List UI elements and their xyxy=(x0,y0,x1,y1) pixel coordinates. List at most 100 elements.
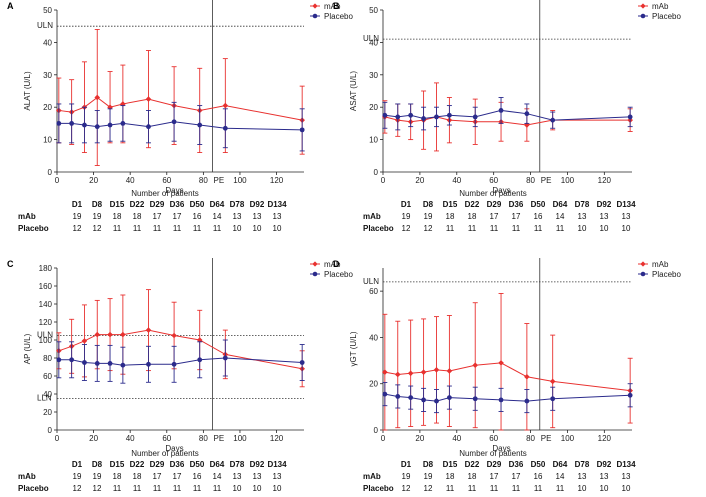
data-point xyxy=(433,367,440,373)
data-point xyxy=(421,397,426,403)
table-cell: 11 xyxy=(534,224,543,233)
table-cell: 12 xyxy=(424,224,433,233)
x-tick-label: 20 xyxy=(415,176,424,185)
table-cell: 13 xyxy=(253,472,262,481)
table-cell: 13 xyxy=(233,212,242,221)
series-line xyxy=(384,362,631,392)
table-cell: 13 xyxy=(273,472,282,481)
legend-marker xyxy=(640,3,646,9)
x-tick-label: 120 xyxy=(598,176,612,185)
table-cell: 17 xyxy=(512,212,521,221)
x-tick-label: 0 xyxy=(381,434,386,443)
table-header-day: D78 xyxy=(575,200,590,209)
data-point xyxy=(146,124,151,130)
data-point xyxy=(524,373,530,380)
data-point xyxy=(420,369,427,375)
table-cell: 11 xyxy=(512,224,521,233)
table-cell: 11 xyxy=(446,484,455,493)
data-point xyxy=(94,124,100,130)
x-tick-label: 100 xyxy=(561,176,575,185)
pe-label: PE xyxy=(541,434,552,443)
table-header-day: D78 xyxy=(230,460,245,469)
table-header-day: D15 xyxy=(443,200,458,209)
table-header-day: D29 xyxy=(487,460,502,469)
table-cell: 12 xyxy=(73,224,82,233)
data-point xyxy=(498,360,504,366)
table-cell: 10 xyxy=(253,224,262,233)
table-cell: 13 xyxy=(233,472,242,481)
table-cell: 13 xyxy=(273,212,282,221)
table-cell: 10 xyxy=(578,484,587,493)
table-header-day: D92 xyxy=(250,460,265,469)
table-cell: 14 xyxy=(556,472,565,481)
data-point xyxy=(171,361,177,367)
data-point xyxy=(395,114,401,120)
table-cell: 18 xyxy=(446,472,455,481)
data-point xyxy=(171,119,177,125)
table-header-day: D92 xyxy=(250,200,265,209)
y-tick-label: 20 xyxy=(369,103,378,112)
y-axis-label: γGT (U/L) xyxy=(349,331,358,366)
data-point xyxy=(197,122,203,128)
table-header-day: D22 xyxy=(465,460,480,469)
table-cell: 18 xyxy=(446,212,455,221)
data-point xyxy=(498,397,504,403)
data-point xyxy=(382,112,388,118)
table-cell: 11 xyxy=(113,224,122,233)
y-tick-label: 180 xyxy=(39,264,53,273)
panel-label: D xyxy=(333,259,340,269)
x-axis-label: Days xyxy=(165,186,183,195)
y-axis-label: ASAT (U/L) xyxy=(349,71,358,111)
data-point xyxy=(197,357,203,363)
y-tick-label: 30 xyxy=(369,71,378,80)
table-row-label: Placebo xyxy=(363,224,394,233)
data-point xyxy=(627,114,633,120)
data-point xyxy=(472,114,478,120)
ref-line-label: ULN xyxy=(37,331,53,340)
series-placebo xyxy=(56,339,305,384)
table-cell: 12 xyxy=(424,484,433,493)
x-tick-label: 0 xyxy=(55,176,60,185)
data-point xyxy=(407,370,414,377)
table-header-day: D92 xyxy=(597,200,612,209)
series-placebo xyxy=(382,97,633,131)
table-cell: 16 xyxy=(193,472,202,481)
data-point xyxy=(524,398,530,404)
data-point xyxy=(120,331,126,338)
table-cell: 11 xyxy=(468,224,477,233)
table-header-day: D50 xyxy=(531,200,546,209)
y-tick-label: 10 xyxy=(369,136,378,145)
data-point xyxy=(627,392,633,398)
table-header-day: D92 xyxy=(597,460,612,469)
table-row-label: mAb xyxy=(18,212,36,221)
legend-label: Placebo xyxy=(324,270,353,279)
data-point xyxy=(549,378,556,385)
series-line xyxy=(58,96,303,121)
y-tick-label: 40 xyxy=(43,390,52,399)
table-header-day: D50 xyxy=(190,460,205,469)
table-cell: 18 xyxy=(468,472,477,481)
data-point xyxy=(120,362,126,368)
table-cell: 11 xyxy=(468,484,477,493)
data-point xyxy=(408,112,414,118)
legend-marker xyxy=(312,261,318,267)
table-header-day: D64 xyxy=(553,200,568,209)
x-tick-label: 40 xyxy=(452,176,461,185)
x-tick-label: 100 xyxy=(233,176,247,185)
legend-label: mAb xyxy=(324,2,341,11)
table-cell: 11 xyxy=(133,224,142,233)
legend-marker xyxy=(312,13,318,19)
y-tick-label: 80 xyxy=(43,354,52,363)
ref-line-label: ULN xyxy=(363,34,379,43)
table-header-day: D15 xyxy=(110,200,125,209)
data-point xyxy=(447,112,452,118)
table-cell: 19 xyxy=(73,212,82,221)
x-axis-label: Days xyxy=(492,186,510,195)
legend-label: Placebo xyxy=(652,270,681,279)
x-tick-label: 120 xyxy=(270,176,284,185)
data-point xyxy=(56,121,62,126)
legend-label: mAb xyxy=(652,2,669,11)
panel-d: D 0 20 40 60 0 20 40 60 80 100 120 Days γGT (U/L) ULN P… xyxy=(333,258,681,493)
data-point xyxy=(434,398,439,404)
table-cell: 19 xyxy=(93,212,102,221)
